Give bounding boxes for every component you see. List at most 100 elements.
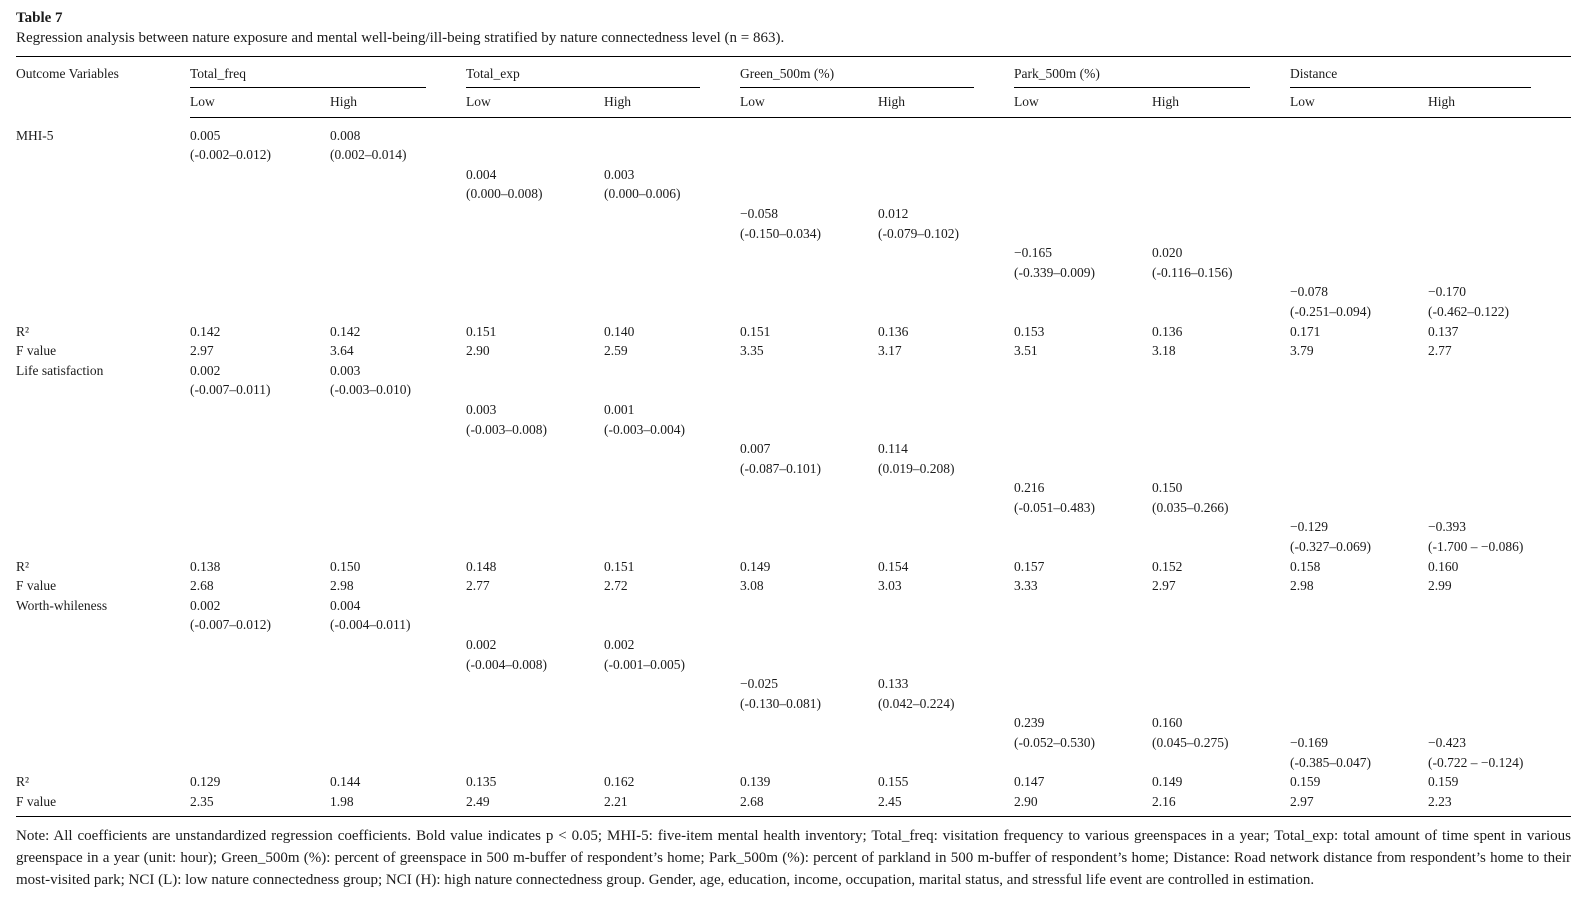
table-cell: 0.002	[190, 597, 221, 613]
table-cell: 0.002	[190, 362, 221, 378]
sub-header-low: Low	[190, 88, 330, 118]
table-cell	[1152, 223, 1290, 243]
table-cell	[1152, 118, 1290, 145]
table-cell	[878, 654, 1014, 674]
table-cell	[740, 634, 878, 654]
table-cell	[1428, 203, 1571, 223]
table-cell: (-0.052–0.530)	[1014, 735, 1096, 750]
table-cell	[1428, 595, 1571, 615]
table-cell: 3.64	[330, 343, 354, 359]
table-cell	[740, 732, 878, 752]
table-cell	[604, 693, 740, 713]
sub-header-row: Low High Low High Low High Low High Low …	[16, 88, 1572, 118]
table-cell	[1014, 164, 1152, 184]
table-cell	[1152, 399, 1290, 419]
table-cell: 0.149	[740, 558, 771, 574]
table-cell: 3.03	[878, 578, 902, 594]
sub-header-high: High	[878, 88, 1015, 118]
table-cell	[604, 713, 740, 733]
table-header: Outcome Variables Total_freq Total_exp G…	[16, 57, 1572, 118]
table-cell	[330, 536, 466, 556]
table-cell	[740, 184, 878, 204]
table-cell	[878, 595, 1014, 615]
table-cell: 0.002	[466, 637, 497, 653]
table-cell: (-0.130–0.081)	[740, 695, 822, 711]
table-cell	[1152, 380, 1290, 400]
group-header-green-500m: Green_500m (%)	[740, 57, 1014, 88]
table-cell	[1290, 654, 1428, 674]
table-cell	[1014, 282, 1152, 302]
table-cell: 0.155	[878, 774, 909, 790]
table-cell: 2.23	[1428, 793, 1452, 809]
sub-header-high: High	[604, 88, 741, 118]
table-cell: (0.000–0.008)	[466, 186, 543, 202]
table-row: (-0.007–0.012) (-0.004–0.011)	[16, 615, 1571, 635]
table-cell	[1290, 595, 1428, 615]
table-cell: 0.147	[1014, 774, 1045, 790]
sub-header-high: High	[1428, 88, 1572, 118]
table-cell	[740, 595, 878, 615]
table-cell	[1428, 145, 1571, 165]
table-cell	[190, 674, 330, 694]
table-cell: 0.003	[330, 362, 361, 378]
table-cell	[330, 262, 466, 282]
table-cell	[604, 223, 740, 243]
table-cell	[466, 517, 604, 537]
table-cell: 0.150	[1152, 480, 1183, 496]
table-cell	[1428, 184, 1571, 204]
regression-table: Outcome Variables Total_freq Total_exp G…	[16, 56, 1572, 817]
table-cell	[1014, 674, 1152, 694]
row-label	[16, 732, 190, 752]
table-cell	[878, 536, 1014, 556]
table-row: (-0.051–0.483) (0.035–0.266)	[16, 497, 1571, 517]
table-cell	[740, 282, 878, 302]
table-cell: 0.140	[604, 323, 635, 339]
table-cell	[190, 536, 330, 556]
table-cell: −0.170	[1428, 284, 1467, 300]
table-cell	[740, 164, 878, 184]
table-cell: (-0.722 – −0.124)	[1428, 754, 1524, 770]
table-row: F value 2.68 2.98 2.77 2.72 3.08 3.03 3.33 2.97 2…	[16, 576, 1571, 596]
table-cell: 0.004	[466, 166, 497, 182]
row-label: R²	[16, 774, 30, 790]
table-cell: 0.150	[330, 558, 361, 574]
table-cell	[1152, 693, 1290, 713]
table-cell: −0.025	[740, 676, 779, 692]
table-cell: 0.007	[740, 441, 771, 457]
row-label	[16, 262, 190, 282]
table-cell	[1290, 399, 1428, 419]
table-cell	[878, 419, 1014, 439]
table-cell	[330, 203, 466, 223]
table-cell	[466, 282, 604, 302]
table-cell: (-0.002–0.012)	[190, 147, 271, 163]
table-cell	[1152, 282, 1290, 302]
table-cell	[604, 203, 740, 223]
table-cell	[740, 536, 878, 556]
table-cell: 0.139	[740, 774, 771, 790]
table-cell	[740, 517, 878, 537]
table-cell: 2.99	[1428, 578, 1452, 594]
group-label: Total_exp	[466, 66, 701, 88]
table-cell	[878, 713, 1014, 733]
row-label	[16, 713, 190, 733]
table-cell	[190, 732, 330, 752]
table-cell: 2.97	[1290, 793, 1314, 809]
table-cell	[1014, 145, 1152, 165]
table-cell	[1014, 615, 1152, 635]
table-cell	[330, 223, 466, 243]
table-row: (-0.150–0.034) (-0.079–0.102)	[16, 223, 1571, 243]
table-cell: 3.51	[1014, 343, 1038, 359]
table-cell: (-0.003–0.008)	[466, 421, 547, 437]
table-cell: (-0.462–0.122)	[1428, 303, 1510, 319]
table-cell: 0.012	[878, 205, 909, 221]
row-label	[16, 419, 190, 439]
sub-header-high: High	[1152, 88, 1291, 118]
table-row: (-0.003–0.008) (-0.003–0.004)	[16, 419, 1571, 439]
row-label	[16, 497, 190, 517]
table-cell: 0.153	[1014, 323, 1045, 339]
table-cell	[1152, 164, 1290, 184]
table-cell: 2.35	[190, 793, 214, 809]
table-cell: 0.020	[1152, 245, 1183, 261]
table-cell	[878, 262, 1014, 282]
table-cell	[878, 301, 1014, 321]
